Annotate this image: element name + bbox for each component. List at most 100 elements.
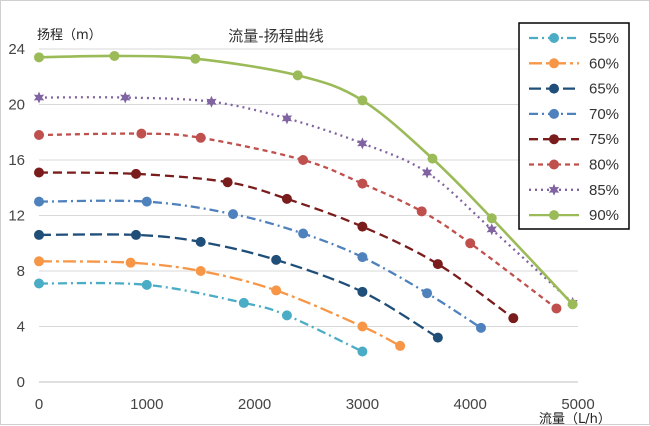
legend-label: 90% (589, 207, 619, 224)
series-85pct-point (357, 137, 368, 150)
series-70pct-point (141, 196, 152, 207)
series-75pct-point (34, 167, 44, 178)
series-75pct-point (131, 168, 142, 179)
series-80pct-point (195, 132, 206, 143)
y-tick-label: 12 (8, 208, 25, 225)
x-tick-label: 5000 (561, 396, 594, 413)
series-65pct (34, 229, 443, 343)
y-tick-label: 20 (8, 97, 25, 114)
legend-label: 85% (589, 182, 619, 199)
series-85pct-point (206, 95, 217, 108)
series-90pct-point (486, 213, 497, 224)
series-group (33, 50, 578, 357)
y-tick-label: 24 (8, 41, 25, 58)
series-60pct-point (271, 285, 282, 296)
series-55pct-point (34, 278, 44, 289)
legend-swatch-marker (549, 33, 559, 43)
series-60pct-point (357, 321, 368, 332)
chart-title: 流量-扬程曲线 (228, 27, 323, 45)
series-55pct-point (238, 297, 249, 308)
series-90pct-point (190, 53, 201, 64)
series-75pct-point (357, 221, 368, 232)
series-70pct-point (298, 228, 309, 239)
series-65pct-point (195, 236, 206, 247)
y-tick-label: 4 (17, 319, 25, 336)
legend-label: 70% (589, 106, 619, 123)
legend-swatch-marker (549, 159, 559, 170)
series-75pct-point (222, 177, 233, 188)
series-70pct-point (228, 209, 239, 220)
series-70pct-point (422, 288, 433, 299)
series-65pct-point (271, 254, 282, 265)
series-90pct-point (34, 52, 44, 63)
series-70pct (34, 196, 486, 333)
series-70pct-point (34, 196, 44, 207)
legend-swatch-marker (549, 58, 559, 69)
series-80pct (34, 128, 562, 314)
legend-swatch-marker (548, 183, 560, 196)
series-60pct-point (34, 256, 44, 267)
series-85pct-point (120, 91, 131, 104)
series-75pct-point (508, 313, 519, 324)
series-90pct-point (109, 50, 120, 61)
series-65pct-point (432, 332, 443, 343)
x-tick-label: 0 (35, 396, 43, 413)
series-55pct-line (38, 281, 363, 353)
x-tick-label: 4000 (454, 396, 487, 413)
series-70pct-line (38, 199, 482, 329)
series-55pct-point (141, 279, 152, 290)
series-90pct-point (292, 70, 303, 81)
series-55pct-point (357, 346, 368, 357)
x-tick-label: 2000 (238, 396, 271, 413)
series-90pct-line (38, 54, 574, 306)
series-85pct-point (33, 91, 45, 104)
legend-swatch-marker (549, 210, 559, 221)
series-60pct (34, 256, 406, 351)
x-axis-label: 流量（L/h） (539, 412, 611, 426)
series-60pct-point (195, 266, 206, 276)
series-85pct-point (281, 112, 293, 125)
series-55pct-point (281, 310, 292, 321)
y-axis-label: 扬程（m） (37, 28, 102, 43)
x-tick-label: 1000 (130, 396, 163, 413)
series-80pct-point (357, 178, 368, 189)
series-65pct-point (131, 229, 142, 240)
y-tick-label: 8 (17, 263, 25, 280)
series-65pct-line (38, 233, 439, 339)
series-75pct-line (38, 171, 514, 320)
legend-label: 75% (589, 131, 619, 148)
y-tick-labels: 0 4 8 12 16 20 24 (8, 41, 25, 391)
gridlines (39, 48, 578, 383)
legend-label: 60% (589, 55, 619, 72)
series-70pct-point (475, 322, 486, 333)
series-80pct-point (465, 238, 476, 249)
y-tick-label: 0 (17, 374, 25, 391)
legend-box (518, 22, 630, 230)
series-60pct-point (395, 340, 406, 351)
series-85pct-point (486, 223, 497, 236)
series-60pct-point (125, 257, 136, 268)
series-55pct (34, 278, 368, 357)
series-75pct-point (281, 193, 292, 204)
series-65pct-point (357, 286, 368, 297)
series-90pct (34, 50, 578, 310)
series-80pct-point (34, 130, 44, 141)
series-90pct-point (357, 95, 368, 106)
series-70pct-point (357, 252, 368, 263)
legend-label: 80% (589, 157, 619, 174)
legend-swatch-marker (549, 83, 559, 94)
series-65pct-point (34, 229, 44, 240)
series-80pct-point (551, 303, 562, 314)
series-75pct-point (432, 259, 443, 270)
series-80pct-point (416, 206, 427, 217)
series-75pct (34, 167, 519, 324)
series-60pct-line (38, 260, 401, 347)
series-90pct-point (427, 153, 438, 164)
legend-swatch-marker (549, 108, 559, 119)
x-tick-labels: 0 1000 2000 3000 4000 5000 (35, 396, 595, 413)
legend: 55% 60% 65% 70% 75% 80% 85% 90% (529, 30, 619, 224)
y-tick-label: 16 (8, 152, 25, 169)
legend-swatch-marker (549, 134, 559, 145)
